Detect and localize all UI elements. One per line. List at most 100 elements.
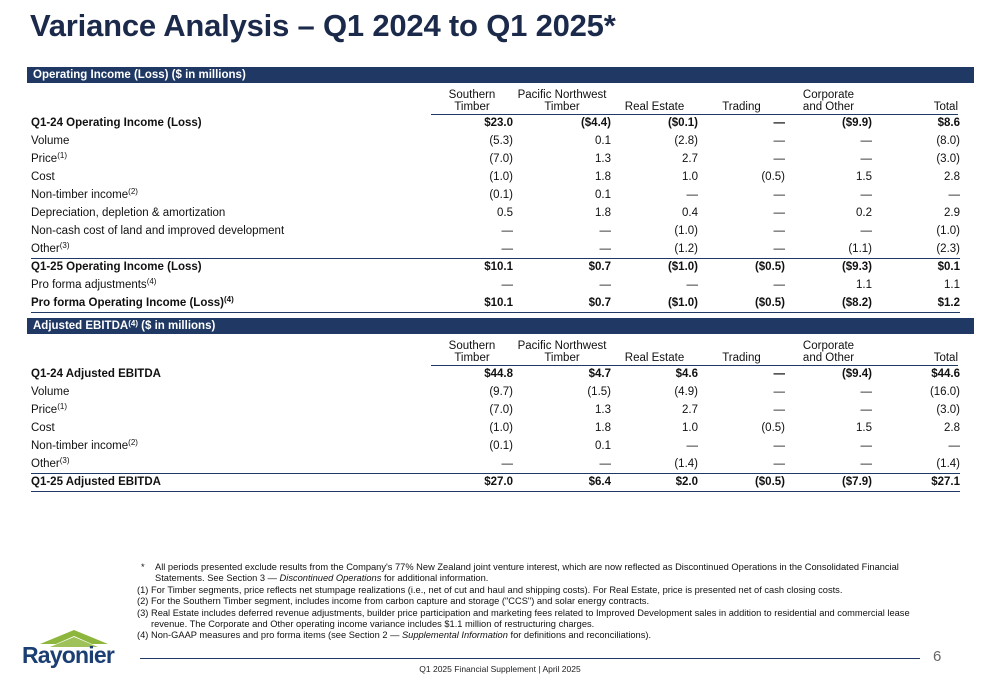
cell-value: ($4.4) [580, 117, 611, 129]
column-header-line2: Real Estate [611, 352, 698, 366]
cell-value: (16.0) [929, 386, 960, 398]
cell-value: (1.1) [785, 240, 872, 259]
cell-value: (7.0) [489, 153, 513, 165]
column-header: Real Estate [611, 340, 698, 366]
cell-value: — [501, 225, 514, 237]
row-label-text: Non-timber income [31, 440, 129, 452]
cell-value: $4.6 [675, 368, 698, 380]
footnotes: * All periods presented exclude results … [137, 562, 917, 642]
row-label-text: Other [31, 242, 60, 255]
column-header: Pacific Northwest Timber [513, 340, 611, 366]
column-header-line2: Timber [513, 352, 611, 366]
row-label-text: Q1-25 Adjusted EBITDA [31, 476, 161, 488]
column-header-line2: Real Estate [611, 101, 698, 115]
cell-value: ($9.3) [785, 257, 872, 276]
row-label: Non-timber income(2) [31, 437, 431, 455]
row-label: Q1-25 Adjusted EBITDA [31, 472, 431, 492]
cell-value: 2.7 [682, 153, 698, 165]
row-label: Depreciation, depletion & amortization [31, 204, 431, 222]
cell-value: $0.7 [513, 257, 611, 276]
row-label-text: Price [31, 404, 58, 416]
row-label: Pro forma adjustments(4) [31, 276, 431, 294]
footnote-marker: (1) [137, 584, 149, 595]
row-label-text: Q1-24 Operating Income (Loss) [31, 117, 202, 129]
cell-value: ($1.0) [611, 294, 698, 313]
footnote-marker: * [141, 562, 145, 572]
row-label: Non-cash cost of land and improved devel… [31, 222, 431, 240]
row-label-text: Other [31, 457, 60, 470]
cell-value: — [431, 240, 513, 259]
footnote-marker: (4) [137, 630, 149, 641]
logo-wordmark: Rayonier [22, 642, 115, 668]
row-label-footnote: (2) [128, 187, 138, 196]
column-header-line1: Corporate [802, 89, 855, 101]
table-row: Non-timber income(2) (0.1) 0.1 — — — — [31, 437, 960, 455]
cell-value: $23.0 [484, 117, 513, 129]
cell-value: 1.3 [595, 404, 611, 416]
row-label: Price(1) [31, 150, 431, 168]
column-header-line1 [611, 89, 698, 101]
cell-value: — [773, 386, 786, 398]
footnote-italic: Discontinued Operations [279, 573, 382, 584]
footnote-text: For Timber segments, price reflects net … [151, 584, 843, 595]
section-header-adjusted-ebitda: Adjusted EBITDA(4) ($ in millions) [27, 318, 974, 334]
cell-value: 0.1 [595, 189, 611, 201]
cell-value: ($1.0) [611, 257, 698, 276]
column-header-line2: Trading [698, 352, 785, 366]
cell-value: — [501, 279, 514, 291]
cell-value: — [773, 207, 786, 219]
row-label: Q1-24 Operating Income (Loss) [31, 114, 431, 132]
cell-value: 1.8 [595, 207, 611, 219]
row-label: Price(1) [31, 401, 431, 419]
column-header-line1: Southern [448, 340, 496, 352]
cell-value: — [773, 368, 786, 380]
table-row: Volume (9.7) (1.5) (4.9) — — (16.0) [31, 383, 960, 401]
column-header-line1 [698, 89, 785, 101]
section-title-suffix: ($ in millions) [137, 320, 216, 332]
cell-value: — [948, 189, 961, 201]
cell-value: — [773, 135, 786, 147]
table-row: Depreciation, depletion & amortization 0.… [31, 204, 960, 222]
footnote-marker: (2) [137, 596, 149, 607]
row-label-footnote: (3) [59, 240, 70, 250]
column-header-line2: Timber [431, 352, 513, 366]
cell-value: — [599, 225, 612, 237]
row-label-text: Volume [31, 386, 70, 398]
cell-value: — [860, 440, 873, 452]
cell-value: 0.2 [856, 207, 872, 219]
column-header-line2: Total [872, 101, 958, 115]
row-label-footnote: (1) [57, 402, 67, 411]
cell-value: — [860, 225, 873, 237]
row-label-text: Volume [31, 135, 70, 147]
table-row: Q1-24 Operating Income (Loss) $23.0 ($4.4)… [31, 114, 960, 132]
footnote-italic: Supplemental Information [401, 630, 508, 641]
footnote-text: Non-GAAP measures and pro forma items (s… [151, 630, 402, 641]
cell-value: — [860, 404, 873, 416]
table-row: Other(3) — — (1.4) — — (1.4) [31, 455, 960, 474]
cell-value: 0.5 [497, 207, 513, 219]
cell-value: (2.8) [674, 135, 698, 147]
row-label-text: Pro forma Operating Income (Loss) [31, 296, 224, 309]
row-label-text: Q1-25 Operating Income (Loss) [31, 261, 202, 274]
cell-value: 1.1 [856, 279, 872, 291]
cell-value: 0.4 [682, 207, 698, 219]
row-label-text: Cost [31, 171, 55, 183]
column-header-line1: Pacific Northwest [517, 89, 607, 101]
row-label: Non-timber income(2) [31, 186, 431, 204]
table-row: Volume (5.3) 0.1 (2.8) — — (8.0) [31, 132, 960, 150]
row-label: Q1-24 Adjusted EBITDA [31, 365, 431, 383]
column-header: Corporate and Other [785, 340, 872, 366]
cell-value: (0.1) [489, 189, 513, 201]
table-row: Q1-25 Adjusted EBITDA $27.0 $6.4 $2.0 ($0.5)… [31, 472, 960, 492]
cell-value: 1.3 [595, 153, 611, 165]
cell-value: (1.2) [611, 240, 698, 259]
cell-value: — [686, 189, 699, 201]
cell-value: 2.9 [944, 207, 960, 219]
footnote-1: (1) For Timber segments, price reflects … [137, 585, 917, 596]
row-label: Other(3) [31, 455, 431, 474]
cell-value: — [773, 189, 786, 201]
page-title: Variance Analysis – Q1 2024 to Q1 2025* [30, 8, 616, 43]
row-label-text: Depreciation, depletion & amortization [31, 207, 226, 219]
column-header-line2: Total [872, 352, 958, 366]
column-header-line2: and Other [785, 101, 872, 115]
